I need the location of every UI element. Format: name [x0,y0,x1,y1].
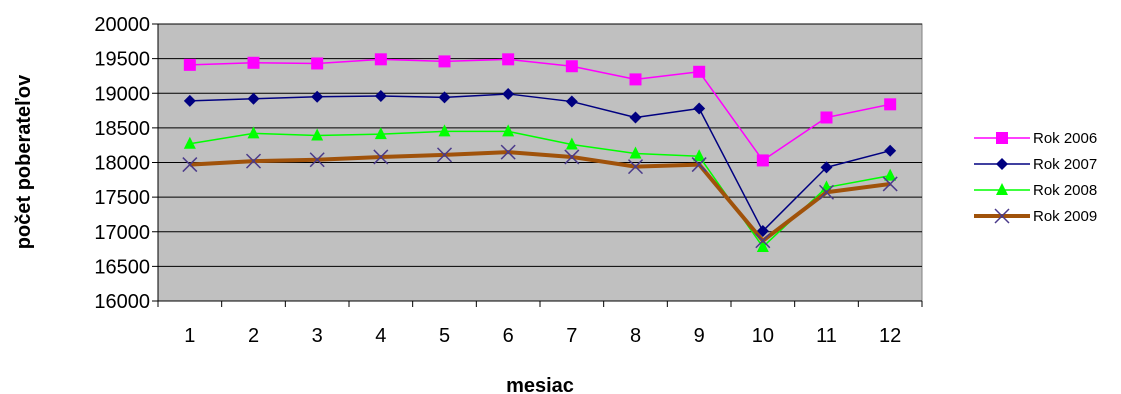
data-point [884,144,897,157]
series-rok-2009 [182,144,898,249]
data-point [502,87,515,100]
y-tick-label: 16000 [94,291,150,313]
data-point [374,53,387,66]
x-tick-label: 2 [248,325,259,347]
legend-marker [996,183,1008,195]
x-tick-label: 10 [752,325,774,347]
y-tick-label: 16500 [94,256,150,278]
data-point [247,56,260,69]
data-point [438,55,451,68]
x-tick-label: 1 [184,325,195,347]
y-axis-title: počet poberateľov [13,74,35,249]
data-point [884,98,897,111]
x-tick-label: 3 [312,325,323,347]
legend-item-rok-2009: Rok 2009 [974,208,1097,225]
y-tick-label: 18000 [94,153,150,175]
series-rok-2006 [183,53,897,167]
data-point [693,102,706,115]
data-point [247,92,260,105]
legend-marker [996,158,1008,170]
legend-item-rok-2007: Rok 2007 [974,156,1097,173]
x-axis-ticks: 1 2 3 4 5 6 7 8 9 10 11 12 [157,300,923,347]
data-point [183,94,196,107]
data-point [374,127,387,140]
data-point [818,184,835,200]
data-point [693,65,706,78]
legend-marker [994,208,1010,224]
data-point [311,128,324,141]
series-line-rok-2007 [189,93,891,232]
data-point [629,146,642,159]
x-tick-label: 4 [375,325,386,347]
x-tick-label: 11 [816,325,837,347]
legend-label: Rok 2006 [1033,130,1097,147]
y-tick-label: 19500 [94,49,150,71]
data-point [755,233,771,249]
data-point [884,168,897,181]
data-point [183,136,196,149]
data-point [627,159,644,175]
x-tick-label: 8 [630,325,641,347]
data-point [247,126,260,139]
data-point [756,239,769,252]
series-line-rok-2006 [189,58,891,162]
legend-label: Rok 2008 [1033,182,1097,199]
data-point [820,111,833,124]
data-point [693,149,706,162]
x-tick-label: 7 [566,325,577,347]
legend-item-rok-2008: Rok 2008 [974,182,1097,199]
data-point [311,57,324,70]
x-tick-label: 12 [879,325,901,347]
data-point [182,157,198,173]
x-tick-label: 9 [694,325,705,347]
x-tick-label: 5 [439,325,450,347]
data-point [373,149,389,165]
data-point [183,58,196,71]
data-point [502,53,515,66]
y-tick-label: 19000 [94,83,150,105]
data-point [436,147,453,163]
legend-item-rok-2006: Rok 2006 [974,130,1097,147]
legend-label: Rok 2009 [1033,208,1097,225]
data-point [309,152,325,168]
y-axis-ticks: 16000 16500 17000 17500 18000 18500 19000 19500… [94,14,159,313]
y-tick-label: 18500 [94,118,150,140]
legend: Rok 2006 Rok 2007 Rok 2008 Rok 2009 [974,130,1097,225]
data-point [882,176,898,192]
legend-marker [996,132,1008,144]
data-point [691,157,707,173]
x-tick-label: 6 [503,325,514,347]
data-point [629,73,642,86]
series-rok-2007 [183,87,897,238]
series-line-rok-2008 [189,130,891,248]
data-point [438,124,451,137]
x-axis-title: mesiac [506,375,574,394]
data-point [565,95,578,108]
data-point [311,90,324,103]
data-point [500,144,516,160]
data-point [564,149,580,165]
data-point [245,153,262,169]
data-point [438,91,451,104]
data-point [820,161,833,174]
series-group [182,53,898,252]
series-line-rok-2009 [189,150,891,243]
data-point [374,90,387,103]
data-point [565,137,578,150]
data-point [565,60,578,73]
y-tick-label: 17500 [94,187,150,209]
data-point [756,154,769,167]
y-tick-label: 20000 [94,14,150,36]
y-tick-label: 17000 [94,222,150,244]
data-point [629,111,642,124]
data-point [502,124,515,137]
legend-label: Rok 2007 [1033,156,1097,173]
